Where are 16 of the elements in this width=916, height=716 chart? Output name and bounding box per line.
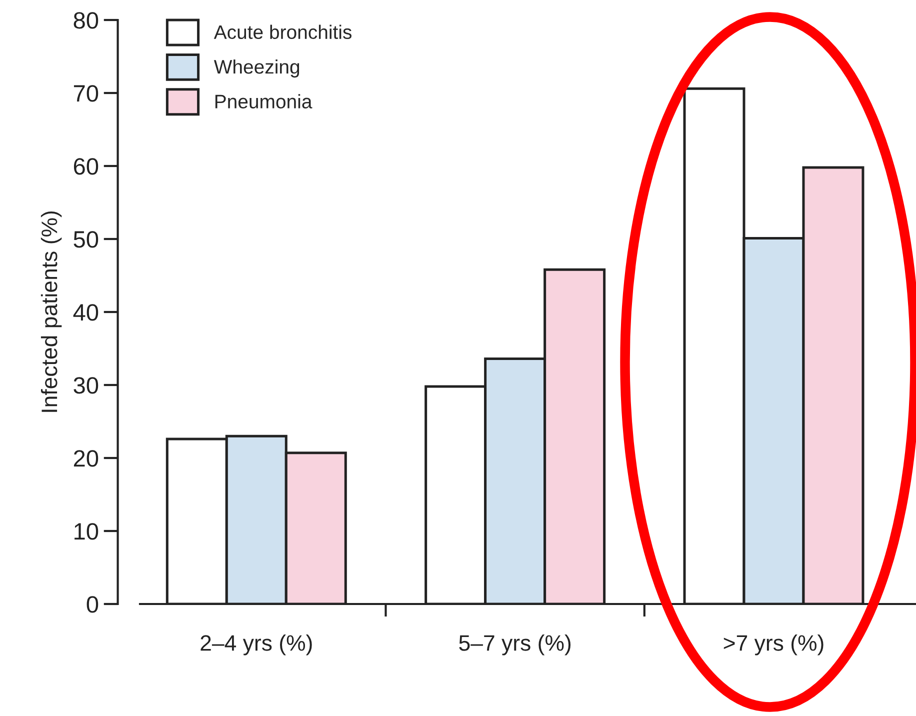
y-tick-label: 30 [74, 377, 98, 394]
y-axis-title: Infected patients (%) [40, 211, 62, 412]
y-tick-label: 20 [74, 450, 98, 467]
y-tick-label: 80 [74, 12, 98, 29]
x-tick-label: >7 yrs (%) [724, 634, 824, 656]
y-tick-label: 70 [74, 85, 98, 102]
legend-label: Pneumonia [215, 94, 312, 108]
y-tick-label: 50 [74, 231, 98, 248]
y-tick-label: 0 [86, 596, 98, 613]
x-tick-label: 5–7 yrs (%) [459, 634, 570, 656]
y-tick-label: 10 [74, 523, 98, 540]
x-tick-label: 2–4 yrs (%) [200, 634, 312, 656]
y-tick-label: 60 [74, 158, 98, 175]
legend-label: Acute bronchitis [214, 24, 352, 40]
legend-label: Wheezing [214, 59, 300, 78]
y-tick-label: 40 [73, 304, 98, 321]
